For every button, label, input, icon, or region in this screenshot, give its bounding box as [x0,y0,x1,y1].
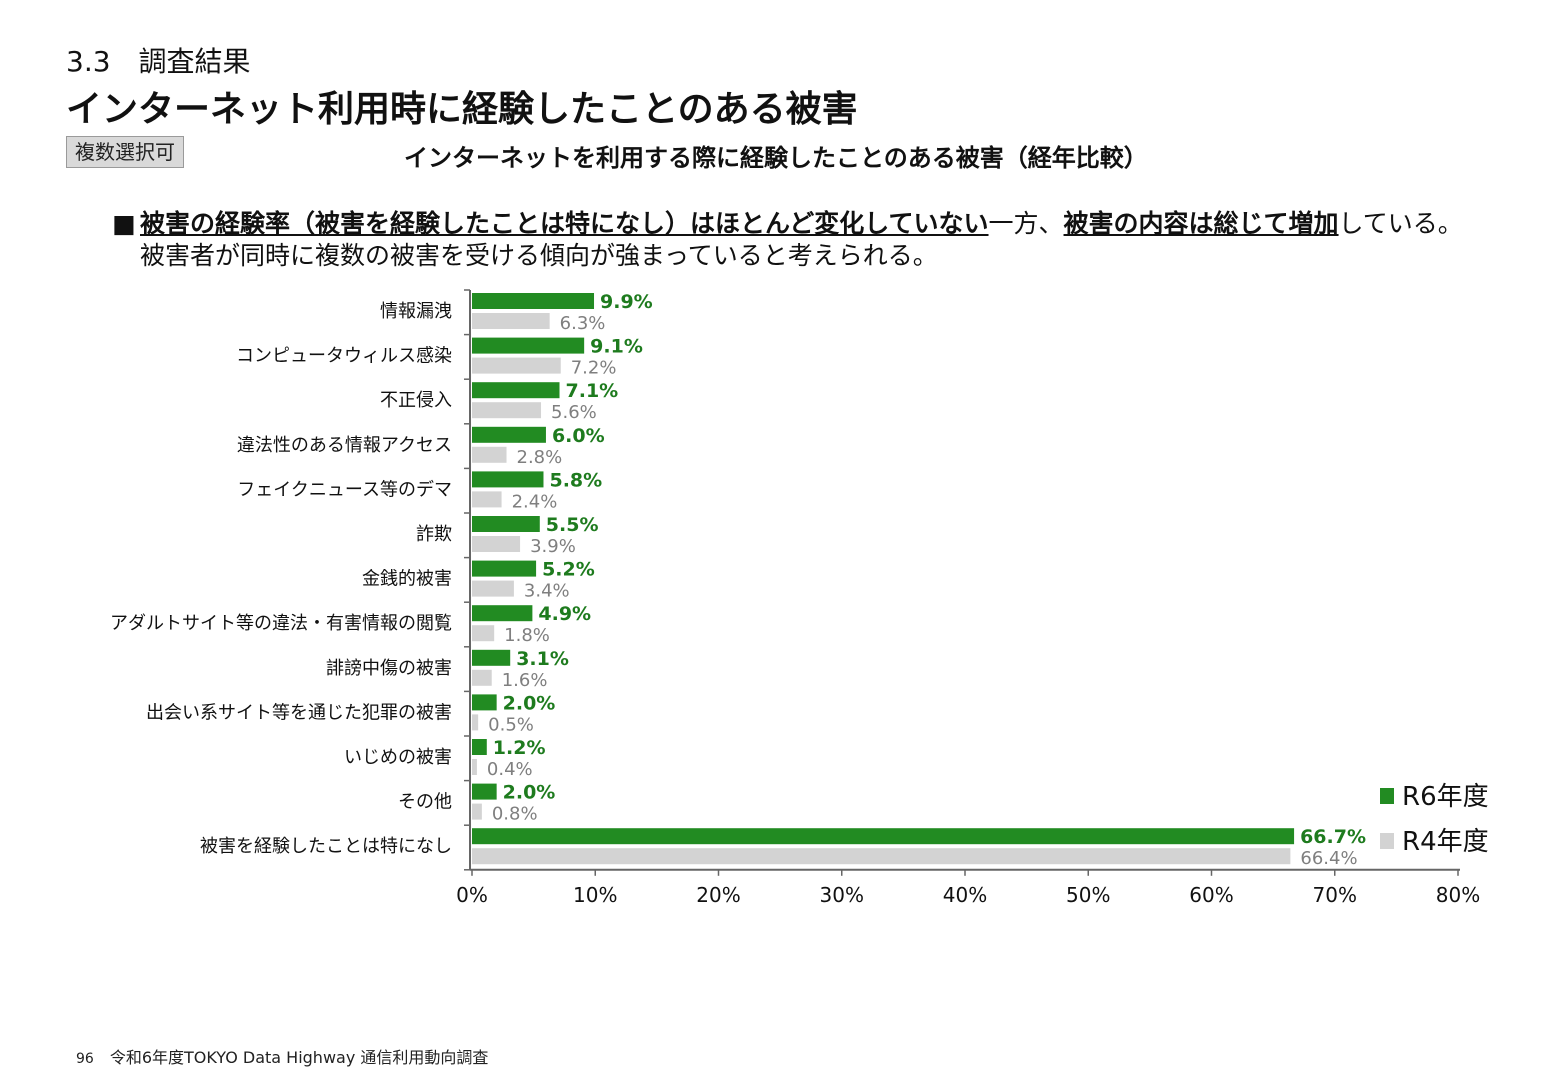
category-label: コンピュータウィルス感染 [236,346,452,367]
summary-line-2: 被害者が同時に複数の被害を受ける傾向が強まっていると考えられる。 [140,241,938,270]
data-label-r6: 9.9% [600,291,653,313]
data-label-r6: 1.2% [493,737,546,759]
category-label: 金銭的被害 [362,569,452,590]
data-label-r6: 7.1% [566,380,619,402]
data-label-r6: 6.0% [552,425,605,447]
bar-r4 [472,446,507,463]
category-label: フェイクニュース等のデマ [237,479,452,500]
summary-text: ■ 被害の経験率（被害を経験したことは特になし）はほとんど変化していない一方、被害… [112,208,1463,272]
source-text: 令和6年度TOKYO Data Highway 通信利用動向調査 [109,1048,489,1067]
data-label-r6: 5.2% [542,559,595,581]
page-title: インターネット利用時に経験したことのある被害 [66,89,858,130]
category-label: 詐欺 [416,524,452,545]
bar-r6 [472,783,497,800]
data-label-r4: 66.4% [1300,848,1357,869]
bar-r6 [472,516,540,532]
legend-label-r6: R6年度 [1402,782,1489,812]
data-label-r4: 5.6% [551,402,597,423]
bar-r4 [472,536,521,552]
bar-r4 [472,580,514,597]
data-label-r4: 3.9% [530,536,576,557]
data-label-r6: 2.0% [503,692,556,714]
category-label: 情報漏洩 [380,301,452,322]
data-label-r6: 5.8% [549,469,602,491]
bar-r6 [472,337,585,354]
legend-swatch-r4 [1380,833,1394,849]
x-tick-label: 30% [820,883,864,907]
bar-r6 [472,293,595,309]
data-label-r4: 0.8% [492,804,538,825]
x-tick-label: 80% [1436,883,1480,907]
summary-line-1: ■ 被害の経験率（被害を経験したことは特になし）はほとんど変化していない一方、被害… [112,208,1463,240]
data-label-r6: 5.5% [546,514,599,536]
summary-text-2: している。 [1338,209,1463,238]
bar-r4 [472,759,477,775]
x-tick-label: 60% [1189,883,1233,907]
page-number: 96 [76,1051,94,1067]
data-label-r4: 0.5% [488,714,534,735]
summary-highlight-2: 被害の内容は総じて増加 [1063,209,1339,238]
data-label-r4: 1.6% [502,670,548,691]
bar-r4 [472,669,492,686]
bar-r6 [472,605,533,622]
multiple-choice-tag: 複数選択可 [66,136,184,168]
bar-r4 [472,357,561,374]
footer: 96 令和6年度TOKYO Data Highway 通信利用動向調査 [76,1044,488,1068]
category-label: アダルトサイト等の違法・有害情報の閲覧 [110,613,452,634]
category-label: 誹謗中傷の被害 [326,658,452,679]
category-label: いじめの被害 [344,747,452,768]
bar-r6 [472,560,537,577]
data-label-r6: 3.1% [516,648,569,670]
bar-r6 [472,694,497,711]
legend-label-r4: R4年度 [1402,827,1489,857]
bar-r4 [472,714,479,731]
section-heading: 3.3 調査結果 [66,45,251,78]
bar-r4 [472,313,550,329]
bar-r6 [472,739,487,755]
data-label-r6: 9.1% [590,336,643,358]
bar-r4 [472,625,495,642]
data-label-r6: 2.0% [503,782,556,804]
data-label-r4: 1.8% [504,625,550,646]
category-label: 違法性のある情報アクセス [237,435,452,456]
bullet-square-icon: ■ [112,209,136,238]
bar-r4 [472,848,1291,865]
bar-r6 [472,471,544,488]
bar-r6 [472,426,546,443]
data-label-r6: 4.9% [538,603,591,625]
bar-r4 [472,803,482,820]
legend-swatch-r6 [1380,788,1394,804]
category-label: 不正侵入 [380,390,452,411]
bar-r6 [472,828,1295,845]
data-label-r4: 0.4% [487,759,533,780]
data-label-r4: 3.4% [524,581,570,602]
bar-r4 [472,491,502,508]
x-tick-label: 10% [573,883,617,907]
x-tick-label: 40% [943,883,987,907]
bar-r6 [472,649,511,666]
data-label-r4: 2.8% [517,447,563,468]
x-tick-label: 70% [1313,883,1357,907]
data-label-r6: 66.7% [1300,826,1366,848]
data-label-r4: 6.3% [560,313,606,334]
bar-r4 [472,402,542,419]
category-label: 出会い系サイト等を通じた犯罪の被害 [146,702,452,723]
category-label: その他 [398,792,452,813]
summary-text-1: 一方、 [988,209,1064,238]
chart-title: インターネットを利用する際に経験したことのある被害（経年比較） [404,144,1148,172]
category-label: 被害を経験したことは特になし [200,836,452,857]
data-label-r4: 2.4% [512,491,558,512]
x-tick-label: 0% [456,883,488,907]
x-tick-label: 50% [1066,883,1110,907]
summary-highlight-1: 被害の経験率（被害を経験したことは特になし）はほとんど変化していない [140,209,989,238]
data-label-r4: 7.2% [571,358,617,379]
bar-r6 [472,382,560,399]
x-tick-label: 20% [696,883,740,907]
